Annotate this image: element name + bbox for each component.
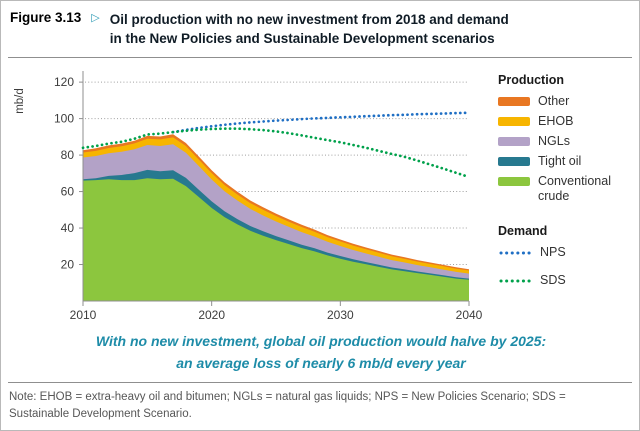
- x-tick-label-2040: 2040: [456, 308, 483, 322]
- legend-item-label: Tight oil: [538, 154, 582, 168]
- dotted-line-swatch-icon: [499, 251, 533, 255]
- y-tick-label-80: 80: [61, 148, 75, 162]
- chart-caption: With no new investment, global oil produ…: [1, 331, 639, 374]
- chart: 20 40 60 80 100 120 2010 2020 2030 2040 mb/d: [1, 61, 639, 323]
- legend-item-label: Conventional crude: [538, 174, 611, 203]
- y-tick-label-60: 60: [61, 185, 75, 199]
- demand-line-sds: [81, 127, 471, 179]
- legend-swatch-icon: [498, 97, 530, 106]
- figure-header: Figure 3.13 ▷ Oil production with no new…: [10, 10, 633, 48]
- y-tick-label-20: 20: [61, 258, 75, 272]
- demand-legend: NPS SDS: [498, 245, 638, 288]
- legend-production-title: Production: [498, 73, 564, 87]
- legend-item-label: NPS: [540, 245, 566, 259]
- figure-note: Note: EHOB = extra-heavy oil and bitumen…: [9, 391, 566, 420]
- area-conventional-crude: [83, 178, 469, 301]
- figure-title: Oil production with no new investment fr…: [110, 10, 509, 48]
- legend-swatch-icon: [498, 177, 530, 186]
- x-tick-label-2030: 2030: [327, 308, 354, 322]
- y-tick-label-120: 120: [54, 75, 74, 89]
- title-divider: [8, 57, 632, 58]
- figure-title-line1: Oil production with no new investment fr…: [109, 12, 509, 27]
- legend-item-nps: NPS: [498, 245, 638, 260]
- demand-line-nps: [171, 111, 471, 134]
- legend-item-sds: SDS: [498, 273, 638, 288]
- legend-item-label: Other: [538, 94, 570, 108]
- legend-demand-title: Demand: [498, 224, 548, 238]
- x-tick-label-2020: 2020: [198, 308, 225, 322]
- legend-swatch-icon: [498, 117, 530, 126]
- x-tick-label-2010: 2010: [70, 308, 97, 322]
- legend-item-other: Other: [498, 94, 638, 109]
- legend-swatch-icon: [498, 157, 530, 166]
- figure-marker-icon: ▷: [91, 12, 100, 24]
- legend-item-ehob: EHOB: [498, 114, 638, 129]
- y-tick-label-40: 40: [61, 221, 75, 235]
- production-legend: Other EHOB NGLs Tight oil Conventional crude: [498, 94, 638, 204]
- y-axis-unit-label: mb/d: [14, 88, 26, 114]
- note-divider: [8, 382, 632, 383]
- legend-item-conventional-crude: Conventional crude: [498, 174, 638, 204]
- caption-line2: an average loss of nearly 6 mb/d every y…: [176, 354, 466, 371]
- legend-swatch-icon: [498, 137, 530, 146]
- figure-title-line2: in the New Policies and Sustainable Deve…: [109, 31, 495, 46]
- legend-item-label: EHOB: [538, 114, 574, 128]
- dotted-line-swatch-icon: [499, 279, 533, 283]
- legend-item-label: NGLs: [538, 134, 570, 148]
- y-tick-label-100: 100: [54, 112, 74, 126]
- legend-item-label: SDS: [540, 273, 566, 287]
- caption-line1: With no new investment, global oil produ…: [95, 333, 547, 349]
- legend-item-tight-oil: Tight oil: [498, 154, 638, 169]
- figure-label: Figure 3.13: [10, 10, 82, 25]
- chart-legend: Production Other EHOB NGLs Tight oil Convent…: [498, 73, 638, 301]
- legend-item-ngls: NGLs: [498, 134, 638, 149]
